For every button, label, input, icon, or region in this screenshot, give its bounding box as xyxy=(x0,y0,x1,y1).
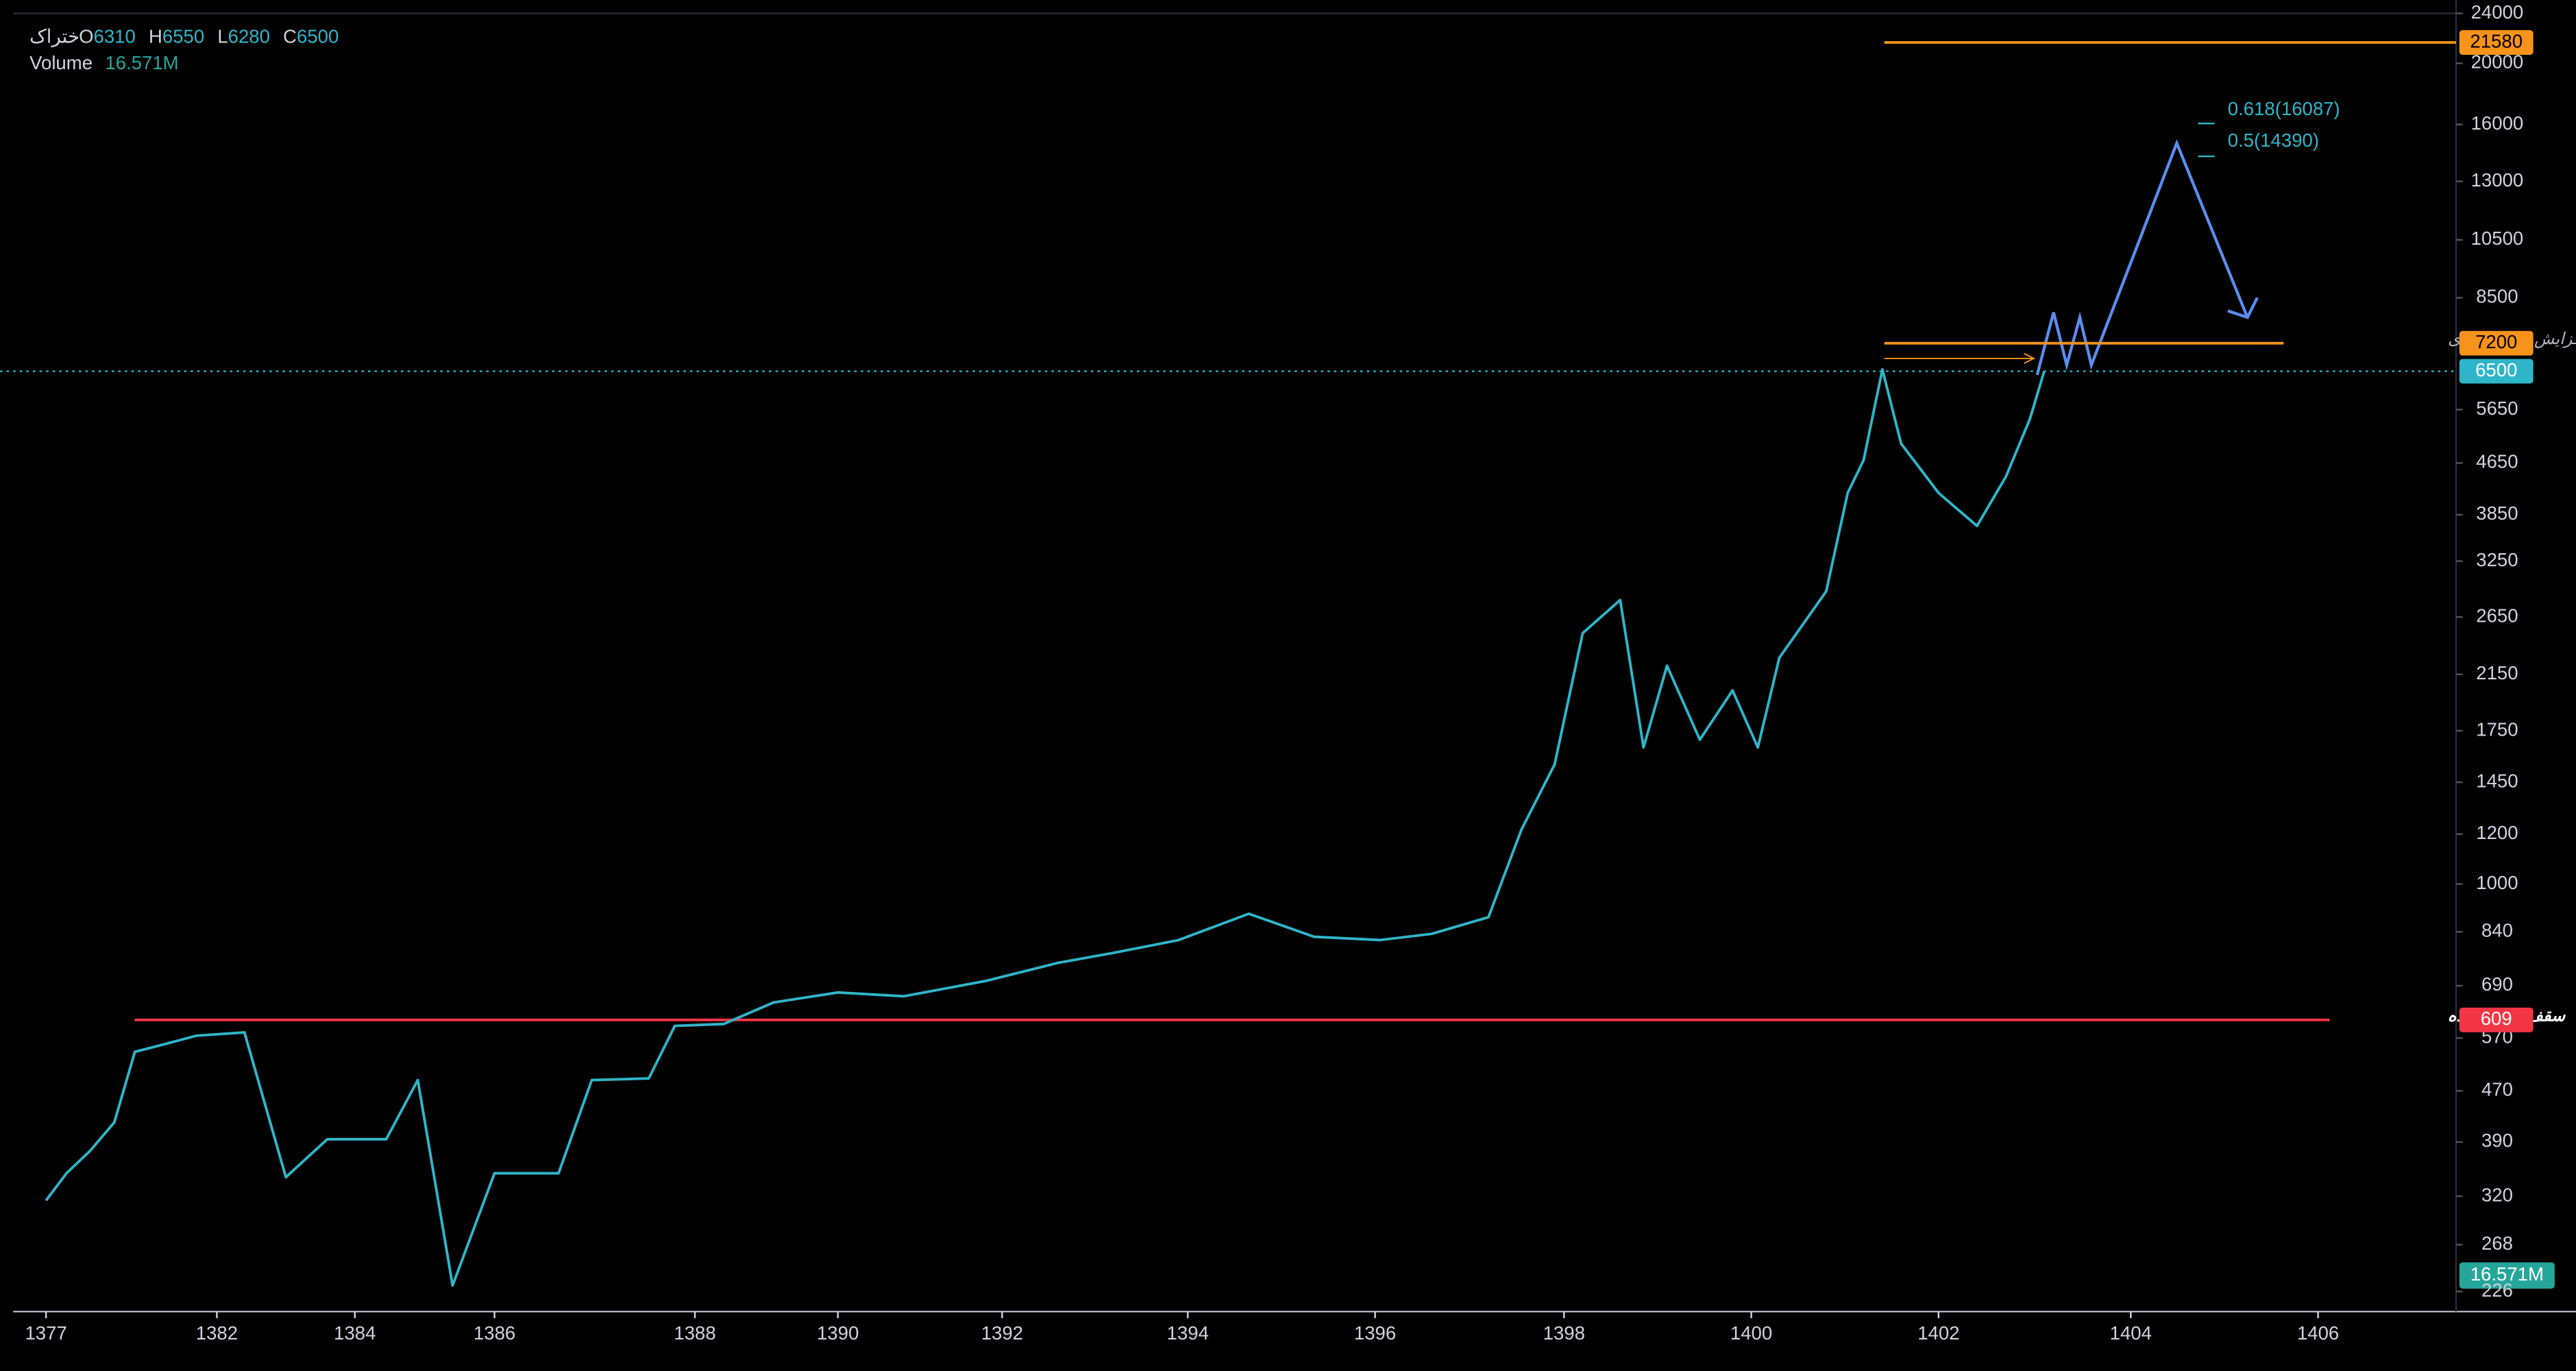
y-tick-label: 2150 xyxy=(2476,662,2518,683)
volume-badge-text: 16.571M xyxy=(2470,1263,2544,1285)
x-tick-label: 1394 xyxy=(1167,1322,1209,1344)
projection-arrowhead xyxy=(2227,297,2259,319)
legend-header: ختراک O6310 H6550 L6280 C6500 Volume 16.571… xyxy=(29,26,339,73)
y-tick-label: 320 xyxy=(2481,1184,2513,1205)
price-badge-text: 609 xyxy=(2481,1008,2512,1029)
y-tick-label: 1200 xyxy=(2476,822,2518,843)
fib-label: 0.618(16087) xyxy=(2228,98,2340,119)
y-tick-label: 268 xyxy=(2481,1233,2513,1254)
x-tick-label: 1386 xyxy=(474,1322,515,1344)
y-tick-label: 3250 xyxy=(2476,549,2518,570)
y-tick-label: 470 xyxy=(2481,1079,2513,1100)
volume-badge xyxy=(2459,1262,2555,1289)
price-line xyxy=(45,368,2046,1287)
ohlc-value: 6280 xyxy=(228,26,270,47)
price-badge xyxy=(2459,1007,2534,1032)
x-tick-label: 1390 xyxy=(817,1322,859,1344)
y-tick-label: 24000 xyxy=(2471,1,2524,23)
x-tick-label: 1396 xyxy=(1354,1322,1396,1344)
y-tick-label: 226 xyxy=(2481,1279,2513,1300)
y-tick-label: 2650 xyxy=(2476,605,2518,626)
price-badge xyxy=(2459,330,2534,356)
x-tick-label: 1402 xyxy=(1917,1322,1959,1344)
y-tick-label: 16000 xyxy=(2471,112,2524,134)
y-tick-label: 5650 xyxy=(2476,398,2518,419)
y-tick-label: 1000 xyxy=(2476,872,2518,893)
ohlc: O6310 H6550 L6280 C6500 xyxy=(79,26,339,47)
y-tick-label: 13000 xyxy=(2471,169,2524,191)
y-tick-label: 690 xyxy=(2481,973,2513,995)
price-badge xyxy=(2459,29,2534,55)
x-tick-label: 1404 xyxy=(2110,1322,2152,1344)
ohlc-key: O xyxy=(79,26,93,47)
symbol: ختراک xyxy=(29,26,79,48)
price-badge xyxy=(2459,359,2534,384)
volume-value: 16.571M xyxy=(105,52,178,73)
y-tick-label: 390 xyxy=(2481,1130,2513,1151)
x-tick-label: 1400 xyxy=(1730,1322,1772,1344)
price-badge-text: 7200 xyxy=(2475,331,2517,352)
ohlc-value: 6500 xyxy=(297,26,339,47)
price-badge-text: 6500 xyxy=(2475,359,2517,380)
y-tick-label: 4650 xyxy=(2476,451,2518,472)
y-tick-label: 1750 xyxy=(2476,718,2518,740)
price-badge-text: 21580 xyxy=(2470,30,2523,51)
y-tick-label: 3850 xyxy=(2476,502,2518,524)
y-tick-label: 1450 xyxy=(2476,770,2518,791)
volume-label: Volume xyxy=(29,52,93,73)
range-arrowhead xyxy=(2024,352,2036,364)
x-tick-label: 1377 xyxy=(25,1322,66,1344)
ohlc-value: 6550 xyxy=(162,26,204,47)
x-tick-label: 1392 xyxy=(981,1322,1023,1344)
ohlc-key: H xyxy=(149,26,162,47)
x-tick-label: 1398 xyxy=(1543,1322,1585,1344)
projection-path xyxy=(2035,139,2249,376)
x-tick-label: 1384 xyxy=(334,1322,376,1344)
ohlc-key: C xyxy=(283,26,297,47)
ohlc-key: L xyxy=(217,26,228,47)
y-tick-label: 10500 xyxy=(2471,228,2524,249)
x-tick-label: 1382 xyxy=(196,1322,238,1344)
y-tick-label: 840 xyxy=(2481,920,2513,941)
ohlc-value: 6310 xyxy=(94,26,136,47)
x-tick-label: 1388 xyxy=(674,1322,715,1344)
y-tick-label: 8500 xyxy=(2476,286,2518,307)
x-tick-label: 1406 xyxy=(2297,1322,2339,1344)
fib-label: 0.5(14390) xyxy=(2228,130,2319,151)
